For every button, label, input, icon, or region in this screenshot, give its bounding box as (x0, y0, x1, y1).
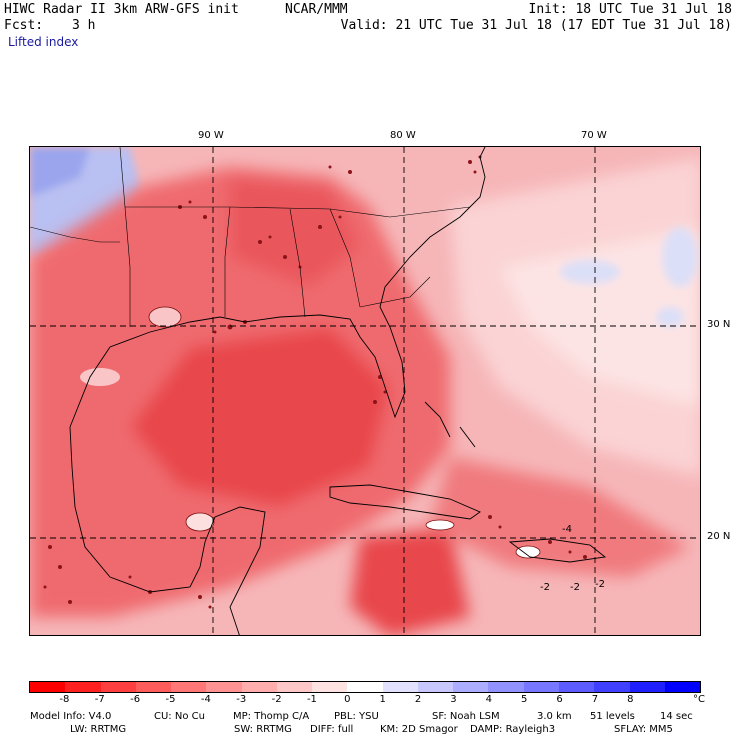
colorbar-tick-label-13: 5 (520, 694, 528, 705)
colorbar-unit: °C (693, 694, 705, 705)
vertical-levels: 51 levels (590, 711, 635, 722)
contour-labels: -2 -2 -2 -4 (540, 524, 605, 593)
colorbar-tick-label-3: -5 (165, 694, 176, 705)
lat-label-20n: 20 N (707, 531, 731, 542)
colorbar-tick-label-7: -1 (306, 694, 317, 705)
convective-speckle (43, 155, 587, 609)
colorbar-tick-label-12: 4 (485, 694, 492, 705)
contour-label-3: -2 (595, 579, 605, 590)
colorbar-swatch-11 (417, 682, 454, 692)
colorbar-swatch-18 (664, 682, 701, 692)
contour-label-4: -4 (562, 524, 572, 535)
colorbar-swatch-12 (453, 682, 489, 692)
lon-label-90w: 90 W (198, 130, 224, 141)
grid-spacing: 3.0 km (537, 711, 572, 722)
atlantic-pale-region (450, 157, 700, 477)
colorbar-tick-label-15: 7 (591, 694, 599, 705)
map-canvas: -2 -2 -2 -4 (30, 147, 700, 635)
contour-label-1: -2 (540, 582, 550, 593)
colorbar-swatch-2 (100, 682, 136, 692)
colorbar-swatch-9 (347, 682, 383, 692)
lifted-index-map: -2 -2 -2 -4 (29, 146, 701, 636)
colorbar-swatch-14 (523, 682, 559, 692)
pbl-scheme: PBL: YSU (334, 711, 379, 722)
colorbar-swatch-17 (629, 682, 665, 692)
latlon-grid (30, 147, 700, 635)
colorbar-tick-label-9: 1 (379, 694, 386, 705)
field-name: Lifted index (8, 35, 79, 49)
colorbar-swatch-7 (276, 682, 313, 692)
surface-layer-scheme: SFLAY: MM5 (614, 724, 673, 735)
forecast-hour: 3 h (72, 18, 96, 33)
colorbar-swatch-13 (488, 682, 524, 692)
model-info: Model Info: V4.0 (30, 711, 112, 722)
colorbar-swatch-3 (135, 682, 172, 692)
organization-label: NCAR/MMM (285, 2, 348, 17)
colorbar-tick-label-6: -2 (271, 694, 282, 705)
init-time: Init: 18 UTC Tue 31 Jul 18 (528, 2, 733, 17)
microphysics-scheme: MP: Thomp C/A (233, 711, 310, 722)
colorbar-swatch-16 (594, 682, 630, 692)
colorbar-tick-label-10: 2 (414, 694, 422, 705)
colorbar-swatch-8 (312, 682, 348, 692)
colorbar-tick-label-2: -6 (130, 694, 141, 705)
lat-label-30n: 30 N (707, 319, 731, 330)
colorbar-swatch-6 (241, 682, 277, 692)
colorbar-tick-label-5: -3 (236, 694, 247, 705)
colorbar-swatch-15 (558, 682, 595, 692)
colorbar-tick-label-4: -4 (200, 694, 211, 705)
contour-label-2: -2 (570, 582, 580, 593)
pale-cells (80, 306, 541, 559)
colorbar-swatch-4 (171, 682, 207, 692)
colorbar-tick-label-8: 0 (344, 694, 351, 705)
unstable-red-region (30, 167, 690, 635)
colorbar-swatch-0 (30, 682, 66, 692)
surface-scheme: SF: Noah LSM (432, 711, 500, 722)
colorbar-swatch-1 (65, 682, 101, 692)
colorbar-tick-label-16: 8 (627, 694, 634, 705)
lon-label-70w: 70 W (581, 130, 607, 141)
valid-time: Valid: 21 UTC Tue 31 Jul 18 (17 EDT Tue … (340, 18, 732, 33)
colorbar-tick-label-0: -8 (59, 694, 70, 705)
diffusion-scheme: DIFF: full (310, 724, 354, 735)
product-title: HIWC Radar II 3km ARW-GFS init (4, 2, 239, 17)
damping-scheme: DAMP: Rayleigh3 (470, 724, 556, 735)
longwave-scheme: LW: RRTMG (70, 724, 127, 735)
timestep: 14 sec (660, 711, 693, 722)
forecast-label: Fcst: (4, 18, 44, 33)
lon-label-80w: 80 W (390, 130, 416, 141)
stable-blue-patches (30, 147, 698, 327)
colorbar-swatch-10 (382, 682, 418, 692)
shortwave-scheme: SW: RRTMG (234, 724, 292, 735)
coastlines (30, 147, 607, 635)
colorbar-tick-label-1: -7 (94, 694, 105, 705)
km-scheme: KM: 2D Smagor (380, 724, 458, 735)
colorbar-tick-label-11: 3 (450, 694, 457, 705)
colorbar (29, 681, 701, 693)
colorbar-tick-label-14: 6 (556, 694, 563, 705)
cumulus-scheme: CU: No Cu (154, 711, 205, 722)
colorbar-swatch-5 (206, 682, 242, 692)
